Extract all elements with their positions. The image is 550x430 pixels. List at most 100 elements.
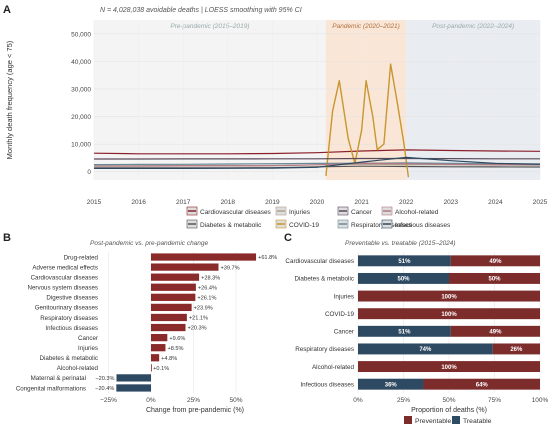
y-tick-label: 10,000 xyxy=(71,142,91,149)
bar xyxy=(151,253,257,261)
preventable-segment xyxy=(358,290,540,302)
value-label: +9.6% xyxy=(169,336,185,342)
y-axis-label: Monthly death frequency (age < 75) xyxy=(5,40,14,159)
value-label: +39.7% xyxy=(220,265,239,271)
legend-label: Injuries xyxy=(289,209,311,216)
legend-key xyxy=(404,416,412,424)
x-tick-label: 2017 xyxy=(176,199,191,206)
period-band xyxy=(406,20,540,180)
panel-b-subtitle: Post-pandemic vs. pre-pandemic change xyxy=(90,240,209,247)
x-axis-label: Proportion of deaths (%) xyxy=(411,407,487,414)
category-label: Nervous system diseases xyxy=(28,285,99,292)
bar xyxy=(151,344,166,352)
legend-label: COVID-19 xyxy=(289,222,319,229)
y-tick-label: 30,000 xyxy=(71,86,91,93)
category-label: Respiratory diseases xyxy=(40,315,98,322)
category-label: Cancer xyxy=(78,335,98,342)
series-line xyxy=(94,157,540,160)
x-tick-label: 100% xyxy=(532,397,549,404)
category-label: Injuries xyxy=(78,345,98,352)
value-label: +23.9% xyxy=(194,306,213,312)
preventable-label: 100% xyxy=(441,294,457,300)
preventable-label: 49% xyxy=(489,259,502,265)
x-axis-label: Change from pre-pandemic (%) xyxy=(146,407,244,414)
bar xyxy=(151,303,192,312)
value-label: +26.1% xyxy=(197,296,216,302)
x-tick-label: 2016 xyxy=(131,199,146,206)
bar xyxy=(116,374,151,382)
category-label: Cancer xyxy=(334,329,354,336)
category-label: Infectious diseases xyxy=(300,381,354,388)
treatable-segment xyxy=(358,255,451,267)
series-line xyxy=(325,63,410,178)
series-line xyxy=(93,162,541,166)
axis-tick-labels: 0 10,000 20,000 30,000 40,000 50,000 2015 2016 2… xyxy=(71,31,548,206)
x-tick-label: 75% xyxy=(488,397,501,404)
preventable-segment xyxy=(450,255,540,267)
x-tick-label: 0% xyxy=(353,397,363,404)
legend: Preventable Treatable xyxy=(404,416,492,425)
category-label: Alcohol-related xyxy=(312,364,355,371)
x-tick-label: 25% xyxy=(397,397,410,404)
category-label: Respiratory diseases xyxy=(295,346,354,353)
bar xyxy=(151,283,196,291)
preventable-segment xyxy=(492,343,540,355)
treatable-segment xyxy=(358,325,451,337)
x-tick-label: 50% xyxy=(442,397,455,404)
treatable-segment xyxy=(358,272,449,284)
preventable-segment xyxy=(423,378,540,390)
category-label: Cardiovascular diseases xyxy=(31,274,98,281)
x-tick-label: 2022 xyxy=(399,199,414,206)
legend: Cardiovascular diseases Diabetes & metabo… xyxy=(186,206,451,229)
value-label: +21.1% xyxy=(189,316,208,322)
x-tick-label: 50% xyxy=(229,397,242,404)
bar-labels: 51% 49% Cardiovascular diseases 50% 50% Diabe… xyxy=(285,258,523,388)
preventable-label: 26% xyxy=(510,347,523,353)
legend-key xyxy=(452,416,460,424)
category-label: Drug-related xyxy=(64,254,99,261)
x-tick-label: 2023 xyxy=(444,199,459,206)
legend-label: Infectious diseases xyxy=(395,222,451,229)
bar xyxy=(151,263,219,271)
category-label: Infectious diseases xyxy=(45,325,98,332)
bar-labels: Drug-related +61.8% Adverse medical effect… xyxy=(16,254,277,392)
preventable-segment xyxy=(450,325,540,337)
x-tick-label: 2025 xyxy=(533,199,548,206)
preventable-label: 100% xyxy=(441,312,457,318)
x-tick-label: 2024 xyxy=(488,199,503,206)
legend-label: Preventable xyxy=(415,418,451,425)
panel-a-letter: A xyxy=(3,4,11,16)
treatable-label: 36% xyxy=(385,382,398,388)
preventable-label: 100% xyxy=(441,365,457,371)
x-tick-label: 2019 xyxy=(265,199,280,206)
x-tick-label: 2021 xyxy=(354,199,369,206)
treatable-label: 50% xyxy=(397,277,410,283)
x-tick-label: 2018 xyxy=(221,199,236,206)
category-label: Congenital malformations xyxy=(16,385,86,392)
category-label: Diabetes & metabolic xyxy=(40,355,98,362)
value-label: +0.1% xyxy=(153,366,169,372)
y-tick-label: 50,000 xyxy=(71,31,91,38)
y-tick-label: 20,000 xyxy=(71,114,91,121)
legend-label: Cancer xyxy=(351,209,373,216)
period-band xyxy=(325,20,407,180)
value-label: −20.3% xyxy=(95,376,114,382)
treatable-segment xyxy=(358,343,493,355)
bar xyxy=(151,333,168,342)
bar xyxy=(151,364,152,372)
series-line xyxy=(94,156,541,169)
value-label: −20.4% xyxy=(95,386,114,392)
value-label: +20.3% xyxy=(188,326,207,332)
panel-b: B Post-pandemic vs. pre-pandemic change … xyxy=(3,232,277,414)
treatable-segment xyxy=(358,378,424,390)
preventable-label: 49% xyxy=(489,330,502,336)
category-label: Cardiovascular diseases xyxy=(285,258,354,265)
panel-c-letter: C xyxy=(284,232,292,244)
treatable-label: 74% xyxy=(419,347,432,353)
y-tick-label: 0 xyxy=(87,169,91,176)
period-label: Pandemic (2020–2021) xyxy=(332,23,400,30)
period-band xyxy=(94,20,326,180)
x-tick-label: 2015 xyxy=(87,199,102,206)
x-tick-label: 25% xyxy=(187,397,200,404)
preventable-label: 50% xyxy=(488,277,501,283)
